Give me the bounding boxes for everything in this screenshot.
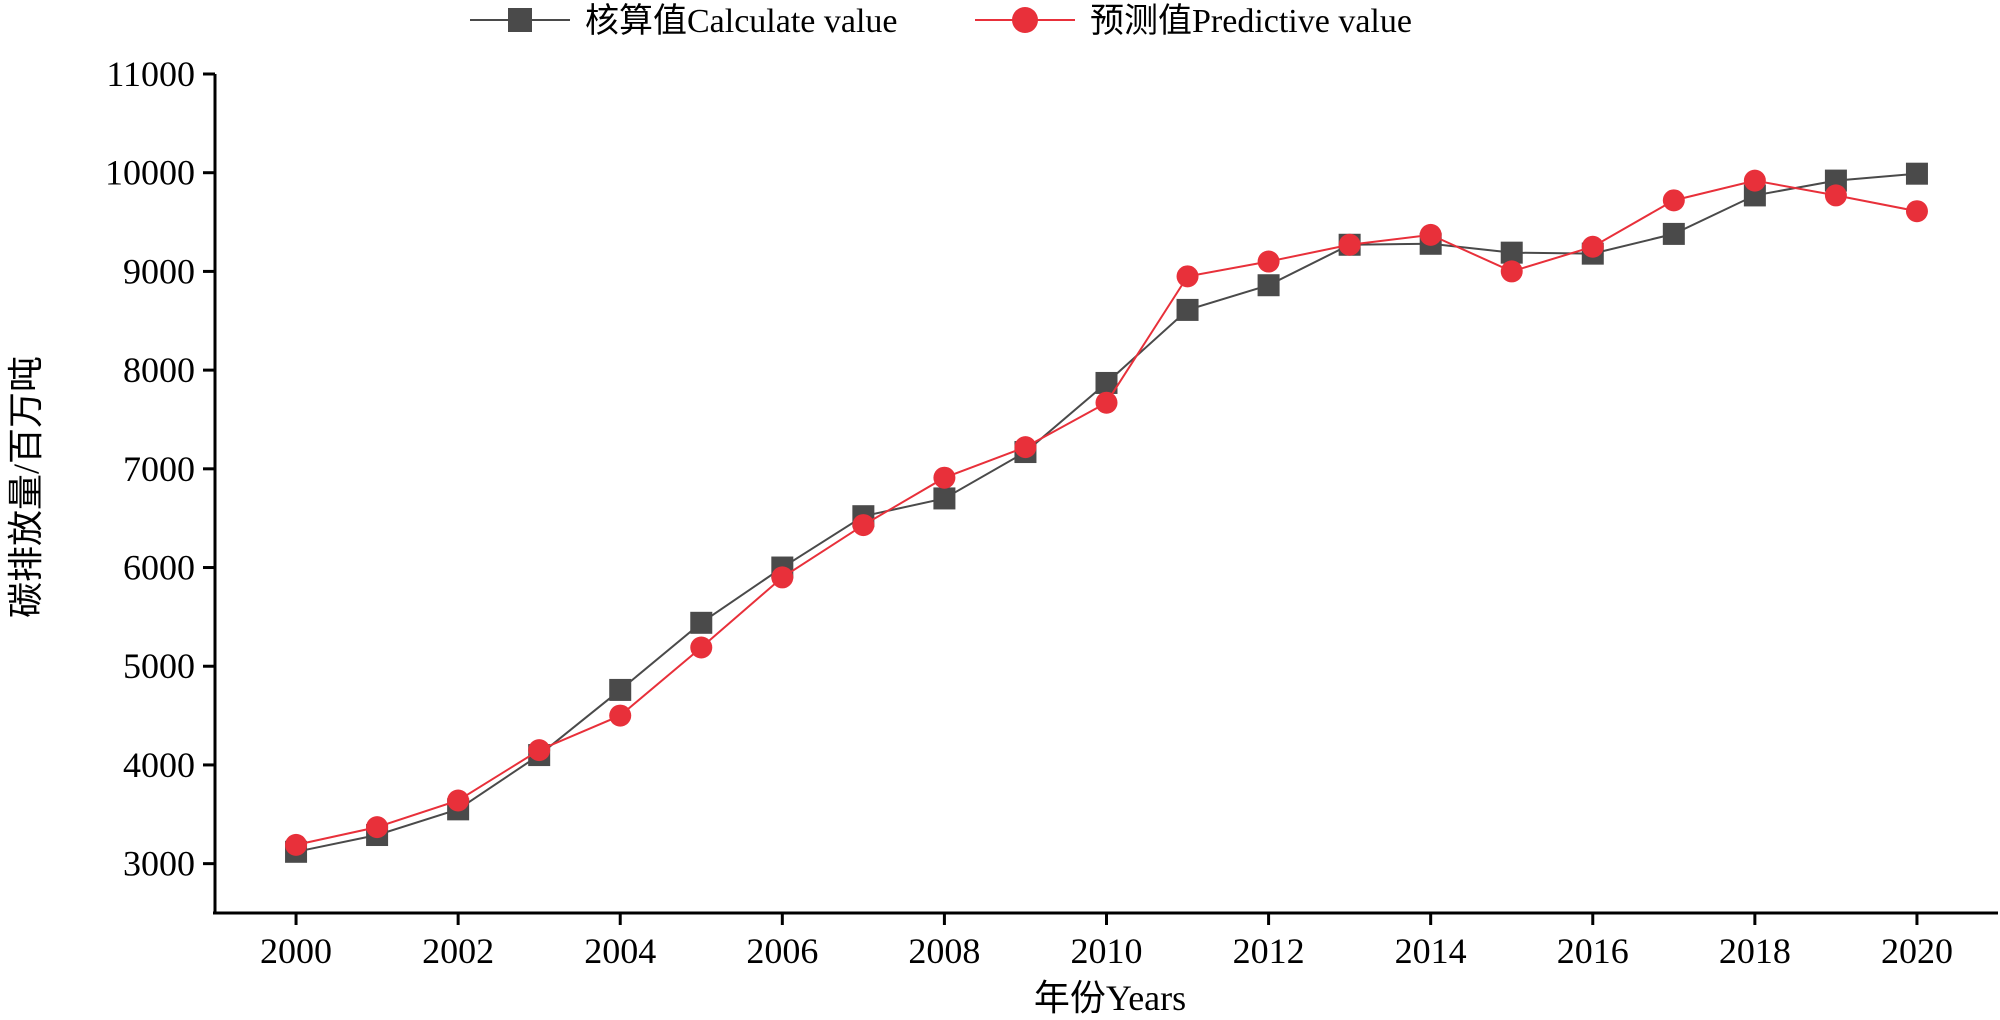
y-tick-label: 11000	[106, 54, 195, 94]
legend-marker-predictive	[1012, 7, 1038, 33]
data-point-predictive	[1014, 436, 1037, 459]
y-tick-label: 10000	[105, 153, 195, 193]
legend-item-calculate: 核算值Calculate value	[470, 2, 898, 40]
series-layer	[285, 162, 1928, 863]
data-point-predictive	[1095, 391, 1118, 414]
x-tick-label: 2000	[260, 931, 332, 971]
x-tick-label: 2002	[422, 931, 494, 971]
data-point-predictive	[285, 833, 308, 856]
x-tick-label: 2008	[908, 931, 980, 971]
data-point-calculate	[1500, 241, 1523, 264]
data-point-predictive	[690, 636, 713, 659]
data-point-predictive	[1338, 233, 1361, 256]
x-tick-label: 2012	[1233, 931, 1305, 971]
legend-item-predictive: 预测值Predictive value	[975, 2, 1412, 40]
x-ticks: 2000 2002 2004 2006 2008 2010 2012 2014 2016 2018…	[260, 913, 1953, 971]
data-point-calculate	[609, 678, 632, 701]
data-point-predictive	[1743, 169, 1766, 192]
y-ticks: 3000 4000 5000 6000 7000 8000 9000 10000 11000	[105, 54, 215, 884]
data-point-predictive	[1500, 260, 1523, 283]
x-tick-label: 2010	[1071, 931, 1143, 971]
data-point-predictive	[1176, 265, 1199, 288]
data-point-calculate	[1662, 222, 1685, 245]
y-tick-label: 4000	[123, 745, 195, 785]
legend-label-predictive: 预测值Predictive value	[1090, 2, 1412, 40]
y-tick-label: 8000	[123, 350, 195, 390]
y-tick-label: 7000	[123, 449, 195, 489]
y-axis-title: 碳排放量/百万吨	[6, 356, 46, 618]
y-tick-label: 9000	[123, 251, 195, 291]
data-point-predictive	[1257, 250, 1280, 273]
legend-label-calculate: 核算值Calculate value	[585, 2, 898, 40]
data-point-predictive	[933, 466, 956, 489]
data-point-calculate	[1257, 274, 1280, 297]
x-axis-title: 年份Years	[1034, 978, 1186, 1018]
data-point-calculate	[1905, 162, 1928, 185]
x-tick-label: 2016	[1557, 931, 1629, 971]
x-tick-label: 2014	[1395, 931, 1467, 971]
y-tick-label: 6000	[123, 548, 195, 588]
x-tick-label: 2006	[746, 931, 818, 971]
x-tick-label: 2018	[1719, 931, 1791, 971]
y-tick-label: 3000	[123, 844, 195, 884]
x-tick-label: 2004	[584, 931, 656, 971]
data-point-predictive	[609, 704, 632, 727]
data-point-predictive	[366, 816, 389, 839]
data-point-predictive	[771, 566, 794, 589]
data-point-predictive	[852, 514, 875, 537]
y-tick-label: 5000	[123, 646, 195, 686]
legend-marker-calculate	[508, 8, 532, 32]
data-point-calculate	[690, 611, 713, 634]
data-point-predictive	[1905, 200, 1928, 223]
x-tick-label: 2020	[1881, 931, 1953, 971]
data-point-predictive	[528, 739, 551, 762]
data-point-calculate	[933, 487, 956, 510]
data-point-predictive	[1824, 184, 1847, 207]
data-point-predictive	[1662, 189, 1685, 212]
data-point-calculate	[1176, 298, 1199, 321]
data-point-predictive	[447, 789, 470, 812]
data-point-predictive	[1581, 235, 1604, 258]
legend: 核算值Calculate value 预测值Predictive value	[470, 2, 1412, 40]
data-point-predictive	[1419, 223, 1442, 246]
data-point-calculate	[1095, 371, 1118, 394]
